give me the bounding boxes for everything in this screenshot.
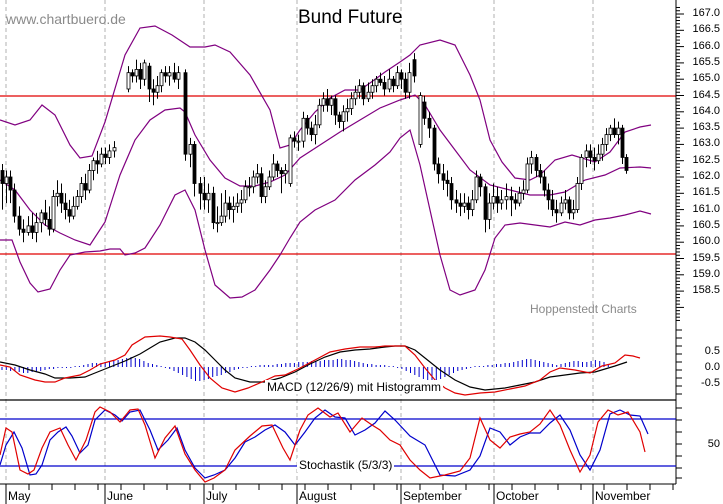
price-tick: 164.5 — [692, 88, 720, 101]
price-tick: 162.5 — [692, 153, 720, 166]
month-gridlines — [5, 0, 594, 480]
price-tick: 164.0 — [692, 104, 720, 117]
source-credit: Hoppenstedt Charts — [530, 302, 637, 316]
price-tick: 161.5 — [692, 186, 720, 199]
macd-label: MACD (12/26/9) mit Histogramm — [265, 380, 444, 394]
macd-tick-2: -0.5 — [701, 377, 720, 389]
price-tick: 166.5 — [692, 23, 720, 36]
macd-tick-0: 0.5 — [704, 345, 720, 357]
month-september: September — [403, 489, 462, 503]
month-june: June — [107, 489, 134, 503]
stoch-k-line — [0, 406, 646, 483]
bollinger-upper — [0, 25, 652, 181]
price-tick: 160.5 — [692, 218, 720, 231]
macd-histogram — [1, 357, 609, 381]
macd-line — [0, 335, 641, 396]
price-tick: 160.0 — [692, 235, 720, 248]
stoch-d-line — [0, 409, 649, 479]
bollinger-middle — [0, 94, 652, 246]
chart-title: Bund Future — [298, 7, 403, 28]
price-tick: 163.5 — [692, 121, 720, 134]
price-tick: 159.5 — [692, 251, 720, 264]
month-november: November — [595, 489, 651, 503]
stoch-label: Stochastik (5/3/3) — [297, 458, 395, 472]
price-tick: 167.0 — [692, 7, 720, 19]
price-tick: 159.0 — [692, 267, 720, 280]
bollinger-bands — [0, 25, 652, 299]
month-august: August — [299, 489, 337, 503]
month-october: October — [496, 489, 539, 503]
bollinger-lower — [0, 128, 652, 299]
price-tick: 158.5 — [692, 284, 720, 297]
price-tick: 165.5 — [692, 55, 720, 68]
month-july: July — [206, 489, 228, 503]
price-tick: 163.0 — [692, 137, 720, 150]
stoch-tick-50: 50 — [707, 438, 720, 450]
watermark: www.chartbuero.de — [6, 11, 126, 27]
price-tick: 162.0 — [692, 170, 720, 182]
macd-tick-1: 0.0 — [704, 361, 720, 373]
price-tick: 161.0 — [692, 202, 720, 215]
month-may: May — [8, 489, 31, 503]
macd-signal-line — [0, 337, 628, 391]
price-candles — [0, 53, 629, 243]
price-tick: 165.0 — [692, 72, 720, 85]
price-tick: 166.0 — [692, 39, 720, 52]
